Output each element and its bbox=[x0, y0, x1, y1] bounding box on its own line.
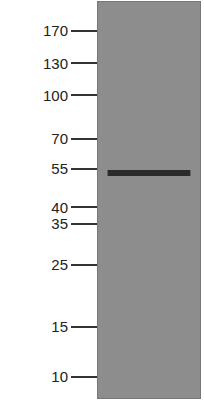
svg-text:170: 170 bbox=[43, 22, 68, 39]
svg-text:55: 55 bbox=[51, 160, 68, 177]
svg-text:100: 100 bbox=[43, 87, 68, 104]
svg-text:35: 35 bbox=[51, 215, 68, 232]
svg-text:25: 25 bbox=[51, 256, 68, 273]
svg-text:130: 130 bbox=[43, 55, 68, 72]
svg-text:70: 70 bbox=[51, 130, 68, 147]
svg-text:10: 10 bbox=[51, 368, 68, 385]
svg-text:15: 15 bbox=[51, 318, 68, 335]
svg-text:40: 40 bbox=[51, 199, 68, 216]
